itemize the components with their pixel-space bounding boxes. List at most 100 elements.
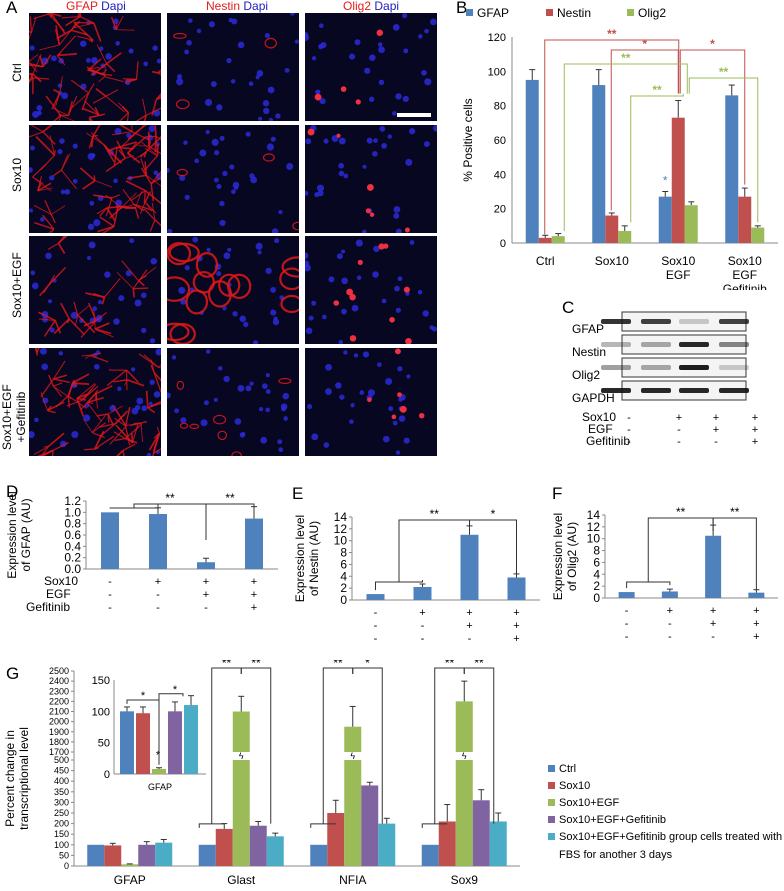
nestin-cell [264, 37, 277, 49]
gfap-process [42, 131, 56, 145]
gfap-process [86, 402, 102, 422]
category-label: GFAP [114, 873, 146, 887]
olig2-nucleus [403, 286, 410, 293]
dapi-nucleus [216, 104, 223, 111]
gfap-process [118, 112, 129, 121]
gfap-process [116, 425, 133, 444]
significance-bracket [679, 49, 746, 185]
gfap-process [135, 61, 139, 80]
dapi-nucleus [117, 386, 122, 391]
gfap-process [126, 174, 147, 180]
gfap-process [122, 450, 125, 456]
gfap-process [61, 169, 78, 190]
dapi-nucleus [37, 110, 42, 116]
gfap-process [145, 107, 161, 116]
gfap-process [106, 52, 122, 65]
gfap-process [116, 140, 126, 159]
dapi-nucleus [392, 111, 397, 116]
significance-label: ** [474, 660, 484, 670]
gfap-process [73, 21, 94, 41]
dapi-nucleus [317, 190, 324, 197]
panel-g-chart: 0501001502002503003504004505001700180019… [3, 660, 782, 887]
significance-star: * [663, 173, 668, 187]
micrograph-tile [167, 348, 299, 456]
gfap-process [144, 201, 157, 214]
dapi-nucleus [263, 107, 270, 115]
gfap-process [116, 272, 134, 290]
gfap-process [138, 145, 149, 147]
bar [197, 562, 215, 569]
dapi-nucleus [141, 405, 148, 412]
significance-label: ** [719, 65, 729, 79]
dapi-nucleus [223, 252, 231, 260]
gfap-process [34, 348, 38, 354]
condition-mark: - [625, 605, 629, 617]
gfap-process [143, 208, 156, 221]
dapi-nucleus [203, 400, 209, 406]
bar [215, 828, 233, 866]
olig2-nucleus [405, 338, 412, 344]
dapi-nucleus [115, 199, 123, 207]
gfap-process [95, 393, 99, 409]
bar-upper [455, 701, 473, 752]
y-axis-label: of Olig2 (AU) [565, 522, 579, 591]
row-label-sox10: Sox10 [10, 157, 24, 192]
condition-mark: - [627, 424, 631, 436]
micrograph-image [167, 130, 299, 233]
blot-band [641, 319, 671, 324]
condition-mark: - [677, 424, 681, 436]
dapi-nucleus [148, 401, 153, 406]
dapi-nucleus [140, 292, 147, 299]
dapi-nucleus [366, 137, 373, 144]
legend-swatch [548, 816, 555, 823]
condition-label: Sox10 [44, 574, 78, 588]
nestin-cell [168, 242, 200, 263]
y-tick-label: 14 [587, 508, 601, 522]
significance-bracket [610, 49, 679, 211]
dapi-nucleus [79, 40, 87, 47]
dapi-nucleus [40, 217, 45, 222]
micrograph-tile [29, 348, 161, 456]
gfap-process [153, 372, 161, 382]
blot-band [679, 319, 709, 324]
inset-bar [184, 705, 198, 774]
dapi-nucleus [372, 271, 379, 278]
gfap-process [89, 58, 102, 70]
gfap-process [95, 312, 107, 322]
condition-mark: + [513, 620, 519, 632]
dapi-nucleus [178, 286, 186, 294]
nestin-cell [212, 414, 227, 425]
dapi-nucleus [349, 53, 356, 60]
dapi-nucleus [29, 208, 34, 213]
gfap-process [49, 135, 56, 156]
dapi-nucleus [377, 42, 383, 47]
legend-label: Sox10+EGF+Gefitinib [559, 814, 666, 826]
gfap-process [35, 348, 40, 354]
y-tick-label: 12 [334, 522, 348, 536]
dapi-nucleus [105, 53, 112, 60]
y-tick-label: 2 [340, 581, 347, 595]
gfap-process [152, 453, 155, 456]
significance-label: ** [430, 507, 440, 521]
gfap-process [157, 364, 161, 368]
gfap-process [134, 207, 140, 219]
gfap-process [77, 13, 82, 17]
y-tick-label: 2500 [49, 666, 69, 676]
dapi-nucleus [377, 362, 382, 367]
dapi-nucleus [395, 450, 401, 455]
nestin-cell [218, 273, 241, 297]
dapi-nucleus [234, 418, 242, 425]
gfap-process [52, 441, 69, 452]
gfap-process [37, 187, 53, 192]
gfap-process [88, 117, 91, 121]
dapi-nucleus [205, 349, 211, 354]
significance-label: * [491, 507, 496, 521]
gfap-process [39, 55, 44, 67]
dapi-nucleus [156, 58, 161, 64]
dapi-nucleus [89, 200, 95, 206]
dapi-nucleus [385, 377, 393, 386]
bar [327, 813, 345, 866]
dapi-nucleus [134, 404, 141, 411]
dapi-nucleus [431, 326, 437, 332]
micrograph-image [305, 239, 437, 344]
